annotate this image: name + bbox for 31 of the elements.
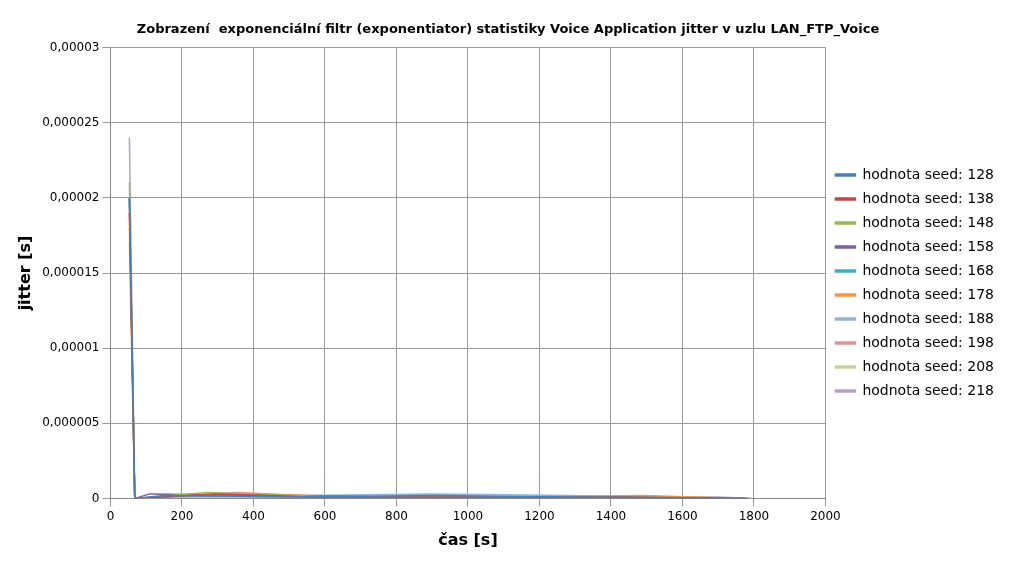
- x-tick-label: 1800: [738, 508, 770, 523]
- y-tick-label: 0,000025: [42, 114, 100, 129]
- x-tick-label: 200: [170, 508, 194, 523]
- chart-title: Zobrazení exponenciální filtr (exponentiator) statistiky Voice Application jitter v uzlu LAN_FTP_Voice: [136, 21, 880, 38]
- y-tick-label: 0: [91, 490, 100, 505]
- legend-label: hodnota seed: 168: [862, 261, 994, 278]
- legend-label: hodnota seed: 178: [862, 285, 994, 302]
- legend-label: hodnota seed: 188: [862, 309, 994, 326]
- legend-label: hodnota seed: 128: [862, 165, 994, 182]
- legend-label: hodnota seed: 218: [862, 381, 994, 398]
- x-tick-label: 1000: [452, 508, 484, 523]
- legend-label: hodnota seed: 138: [862, 189, 994, 206]
- x-tick-label: 1400: [595, 508, 627, 523]
- y-tick-label: 0,00003: [49, 39, 100, 54]
- x-axis-title: čas [s]: [438, 529, 498, 549]
- legend-label: hodnota seed: 208: [862, 357, 994, 374]
- x-tick-label: 1200: [524, 508, 555, 523]
- y-tick-label: 0,000005: [42, 415, 100, 430]
- legend-label: hodnota seed: 198: [862, 333, 994, 350]
- y-tick-label: 0,00002: [49, 189, 100, 204]
- x-tick-label: 600: [313, 508, 337, 523]
- y-tick-label: 0,000015: [42, 265, 100, 280]
- y-tick-label: 0,00001: [49, 340, 100, 355]
- x-tick-label: 0: [106, 508, 115, 523]
- legend-label: hodnota seed: 158: [862, 237, 994, 254]
- x-tick-label: 400: [242, 508, 265, 523]
- legend-label: hodnota seed: 148: [862, 213, 994, 230]
- y-axis-title: jitter [s]: [14, 235, 34, 312]
- x-tick-label: 800: [384, 508, 408, 523]
- x-tick-label: 1600: [667, 508, 698, 523]
- x-tick-label: 2000: [810, 508, 841, 523]
